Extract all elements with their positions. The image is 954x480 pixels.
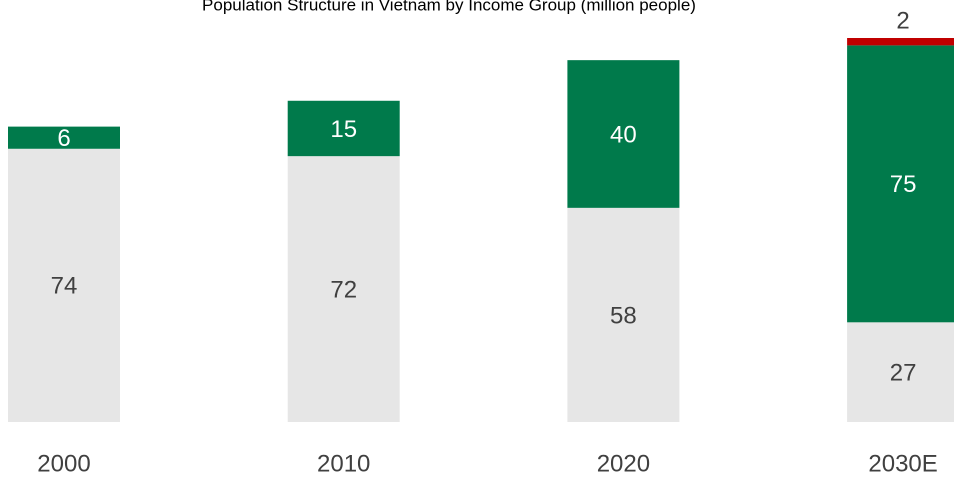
bar-segment bbox=[8, 148, 120, 422]
data-label: 27 bbox=[890, 359, 917, 386]
data-label: 58 bbox=[610, 302, 637, 329]
bar-segment bbox=[8, 126, 120, 149]
x-tick-label: 2010 bbox=[317, 450, 370, 477]
bar-segment bbox=[287, 156, 400, 422]
bar-segment bbox=[567, 207, 680, 422]
data-label: 6 bbox=[57, 125, 70, 152]
data-label: 75 bbox=[890, 171, 917, 198]
data-label: 15 bbox=[330, 116, 357, 143]
bar-segment bbox=[287, 100, 400, 157]
bar-segment bbox=[847, 322, 954, 422]
bar-segment bbox=[847, 45, 954, 323]
chart-title: Population Structure in Vietnam by Incom… bbox=[202, 0, 696, 14]
bar-segment bbox=[567, 60, 680, 208]
data-label: 2 bbox=[896, 7, 909, 34]
x-tick-label: 2030E bbox=[868, 450, 937, 477]
data-label: 74 bbox=[51, 273, 78, 300]
x-tick-label: 2000 bbox=[37, 450, 90, 477]
data-label: 72 bbox=[330, 276, 357, 303]
bar-segment bbox=[847, 38, 954, 46]
data-label: 40 bbox=[610, 121, 637, 148]
x-tick-label: 2020 bbox=[597, 450, 650, 477]
